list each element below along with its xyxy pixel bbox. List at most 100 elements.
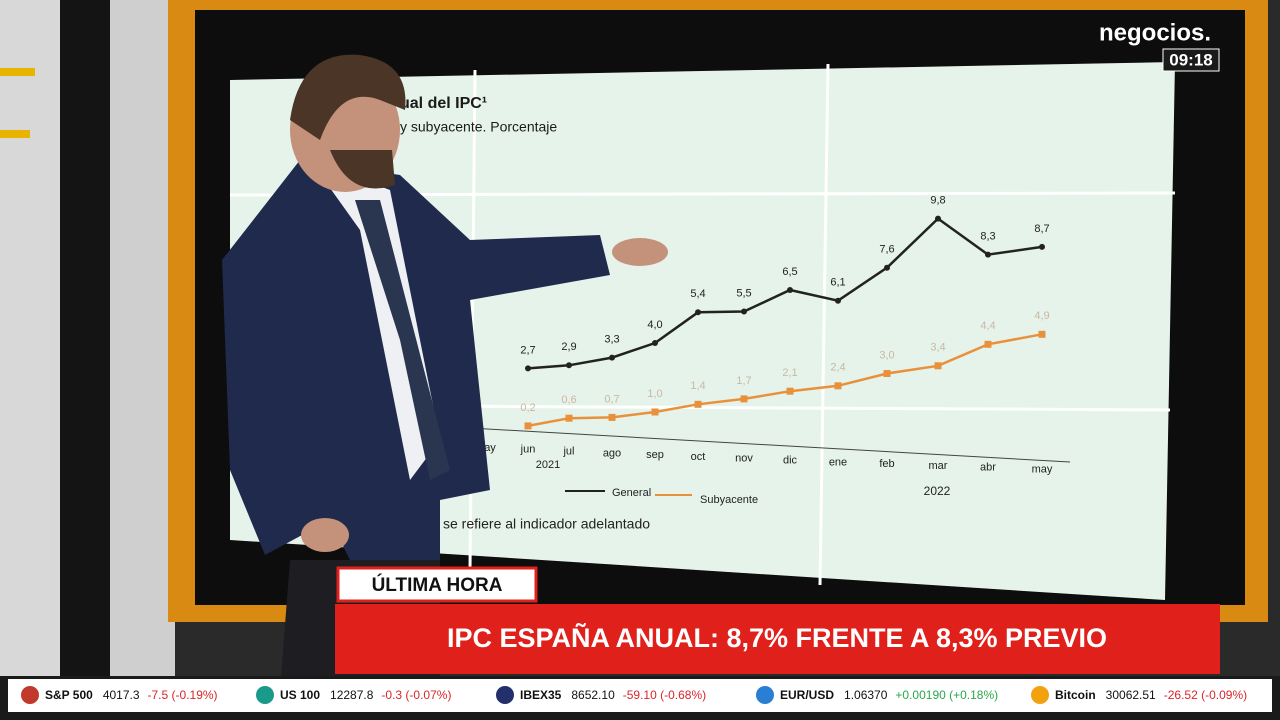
value-label: 8,7	[1034, 223, 1049, 235]
year-label: 2021	[536, 459, 560, 471]
value-label: 0,6	[561, 394, 576, 406]
data-point	[835, 297, 841, 304]
value-label: 2,9	[561, 341, 576, 353]
data-point	[651, 408, 659, 416]
value-label: 4,9	[1034, 310, 1049, 322]
ticker-icon	[1031, 686, 1049, 704]
ticker-price: 30062.51	[1106, 688, 1156, 702]
category-label: mar	[929, 460, 948, 472]
ticker-name: US 100	[280, 688, 320, 702]
category-label: dic	[783, 455, 798, 467]
value-label: 0,2	[520, 402, 535, 414]
value-label: 2,1	[782, 367, 797, 379]
value-label: 0,7	[604, 393, 619, 405]
ticker-icon	[496, 686, 514, 704]
ticker-name: IBEX35	[520, 688, 562, 702]
data-point	[934, 362, 942, 370]
data-point	[1038, 330, 1046, 338]
data-point	[984, 340, 992, 348]
data-point	[565, 414, 573, 422]
ticker-icon	[256, 686, 274, 704]
presenter-shirt	[310, 160, 440, 480]
breaking-label: ÚLTIMA HORA	[372, 574, 503, 596]
data-point	[884, 264, 890, 271]
data-point	[786, 387, 794, 395]
presenter-beard	[330, 150, 395, 189]
data-point	[740, 395, 748, 403]
studio-wall	[110, 0, 175, 720]
data-point	[525, 365, 531, 372]
category-label: nov	[735, 453, 753, 465]
data-point	[608, 413, 616, 421]
category-label: ago	[603, 447, 621, 459]
ticker-change: +0.00190 (+0.18%)	[895, 688, 998, 702]
category-label: feb	[879, 458, 894, 470]
ticker-icon	[756, 686, 774, 704]
breaking-label-box	[336, 566, 538, 603]
clock: 09:18	[1169, 50, 1212, 69]
ticker-change: -26.52 (-0.09%)	[1164, 688, 1247, 702]
data-point	[695, 309, 701, 316]
value-label: 3,3	[604, 334, 619, 346]
data-point	[741, 308, 747, 315]
data-point	[1039, 243, 1045, 250]
data-point	[524, 422, 532, 430]
slide-chart: ay jun jul ago sep oct nov dic ene feb mar abr may 2,…	[484, 195, 1053, 476]
channel-logo: negocios.	[1099, 19, 1211, 46]
value-label: 4,4	[980, 320, 995, 332]
data-point	[787, 287, 793, 293]
series-line	[527, 216, 1043, 370]
category-label: jul	[562, 446, 574, 458]
ticker-price: 4017.3	[103, 688, 140, 702]
value-label: 2,7	[520, 344, 535, 356]
ticker-name: S&P 500	[45, 688, 93, 702]
ticker-icon	[21, 686, 39, 704]
ticker-price: 8652.10	[571, 688, 615, 702]
value-label: 9,8	[930, 195, 945, 207]
headline-bar	[335, 604, 1220, 674]
value-label: 7,6	[879, 244, 894, 256]
ticker-change: -7.5 (-0.19%)	[148, 688, 218, 702]
data-point	[935, 215, 941, 222]
legend-label: General	[612, 487, 651, 499]
value-label: 3,0	[879, 349, 894, 361]
category-label: abr	[980, 462, 996, 474]
ticker-name: Bitcoin	[1055, 688, 1096, 702]
presenter-hair	[290, 54, 406, 140]
headline: IPC ESPAÑA ANUAL: 8,7% FRENTE A 8,3% PRE…	[447, 622, 1107, 653]
category-label: sep	[646, 449, 664, 461]
clock-box	[1162, 48, 1220, 72]
category-label: may	[1032, 464, 1053, 476]
value-label: 1,4	[690, 380, 705, 392]
slide-footnote: se refiere al indicador adelantado	[443, 516, 650, 532]
video-wall-seam	[818, 63, 830, 586]
ticker-name: EUR/USD	[780, 688, 834, 702]
category-label: oct	[691, 451, 706, 463]
data-point	[609, 354, 615, 361]
data-point	[834, 382, 842, 390]
value-label: 1,0	[647, 388, 662, 400]
category-label: ay	[484, 442, 496, 454]
studio-light	[0, 130, 30, 138]
studio-light	[0, 68, 35, 76]
category-label: jun	[520, 444, 536, 456]
studio-pillar	[60, 0, 110, 720]
slide-title: ual del IPC¹	[400, 95, 487, 112]
legend-label: Subyacente	[700, 494, 758, 506]
slide-subtitle: y subyacente. Porcentaje	[400, 119, 557, 135]
category-label: ene	[829, 456, 847, 468]
value-label: 3,4	[930, 342, 945, 354]
data-point	[694, 400, 702, 408]
presenter-hand	[301, 518, 349, 552]
ticker-change: -59.10 (-0.68%)	[623, 688, 706, 702]
value-label: 6,1	[830, 277, 845, 289]
series-line	[527, 333, 1043, 428]
presenter-hand	[612, 238, 668, 266]
ticker-change: -0.3 (-0.07%)	[381, 688, 451, 702]
data-point	[652, 340, 658, 346]
data-point	[883, 370, 891, 377]
ticker: S&P 500 4017.3 -7.5 (-0.19%) US 100 12287.8-…	[21, 686, 1247, 704]
value-label: 4,0	[647, 319, 662, 331]
